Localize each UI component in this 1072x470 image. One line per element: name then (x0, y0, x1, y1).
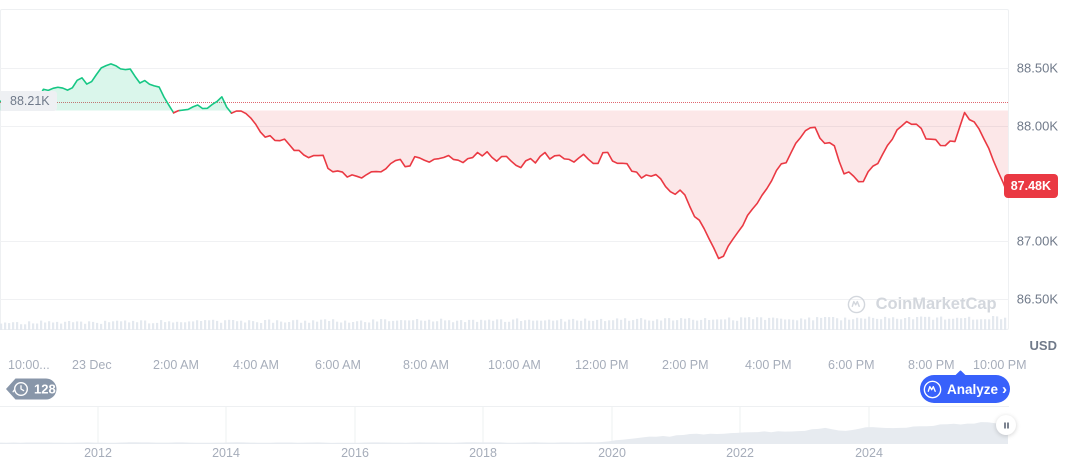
svg-text:128: 128 (34, 382, 56, 397)
